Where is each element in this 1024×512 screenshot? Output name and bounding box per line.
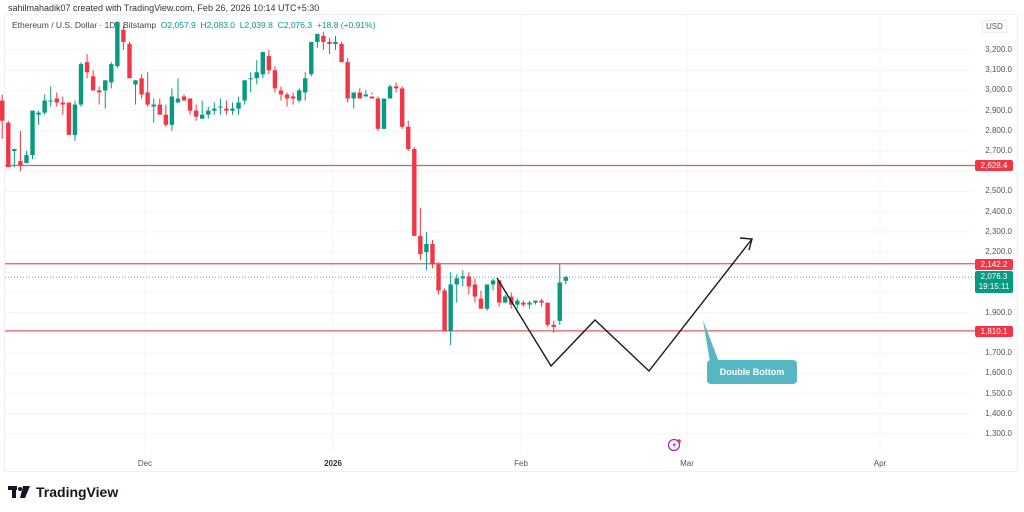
ohlc-change: +18.8 (+0.91%) (316, 20, 376, 30)
ohlc-close: C2,076.3 (277, 20, 313, 30)
y-tick-label: 2,200.0 (985, 247, 1012, 257)
y-tick-label: 1,400.0 (985, 408, 1012, 418)
x-tick-label: 2026 (324, 459, 342, 468)
tradingview-logo-icon (8, 486, 30, 498)
y-tick-label: 3,100.0 (985, 65, 1012, 75)
chart-area[interactable] (4, 14, 1018, 472)
callout-pointer (703, 320, 719, 362)
y-tick-label: 2,400.0 (985, 206, 1012, 216)
level-tag-1810: 1,810.1 (975, 326, 1013, 337)
chart-credit: sahilmahadik07 created with TradingView.… (8, 3, 320, 13)
currency-label[interactable]: USD (982, 20, 1007, 33)
tradingview-logo[interactable]: TradingView (8, 484, 118, 500)
bar-countdown: 19:15:11 (978, 282, 1010, 291)
double-bottom-pattern (496, 237, 753, 373)
logo-text: TradingView (36, 484, 119, 500)
horizontal-levels (5, 164, 975, 332)
y-tick-label: 2,300.0 (985, 226, 1012, 236)
y-tick-label: 3,200.0 (985, 45, 1012, 54)
ohlc-open: O2,057.9 (160, 20, 196, 30)
ohlc-high: H2,083.0 (200, 20, 236, 30)
double-bottom-callout[interactable]: Double Bottom (707, 360, 797, 384)
grid-lines (5, 15, 970, 452)
symbol-name: Ethereum / U.S. Dollar · 1D · Bitstamp (12, 20, 157, 30)
symbol-legend: Ethereum / U.S. Dollar · 1D · Bitstamp O… (12, 20, 375, 30)
y-tick-label: 2,700.0 (985, 146, 1012, 156)
current-price-tag: 2,076.3 19:15:11 (975, 271, 1013, 293)
y-tick-label: 2,800.0 (985, 125, 1012, 135)
level-tag-2142: 2,142.2 (975, 259, 1013, 270)
x-tick-label: Dec (137, 459, 153, 468)
y-tick-label: 3,000.0 (985, 85, 1012, 95)
y-tick-label: 2,500.0 (985, 186, 1012, 196)
y-tick-label: 1,600.0 (985, 368, 1012, 378)
y-tick-label: 1,900.0 (985, 307, 1012, 317)
current-price: 2,076.3 (980, 272, 1008, 281)
y-tick-label: 1,300.0 (985, 428, 1012, 438)
candles (0, 21, 568, 346)
y-tick-label: 1,700.0 (985, 348, 1012, 358)
x-tick-label: Mar (680, 459, 694, 468)
level-tag-2628: 2,628.4 (975, 160, 1013, 171)
lightning-icon[interactable] (667, 437, 683, 453)
x-tick-label: Feb (514, 459, 528, 468)
y-tick-label: 1,500.0 (985, 388, 1012, 398)
x-tick-label: Apr (873, 459, 887, 468)
y-tick-label: 2,900.0 (985, 105, 1012, 115)
ohlc-low: L2,039.8 (239, 20, 273, 30)
